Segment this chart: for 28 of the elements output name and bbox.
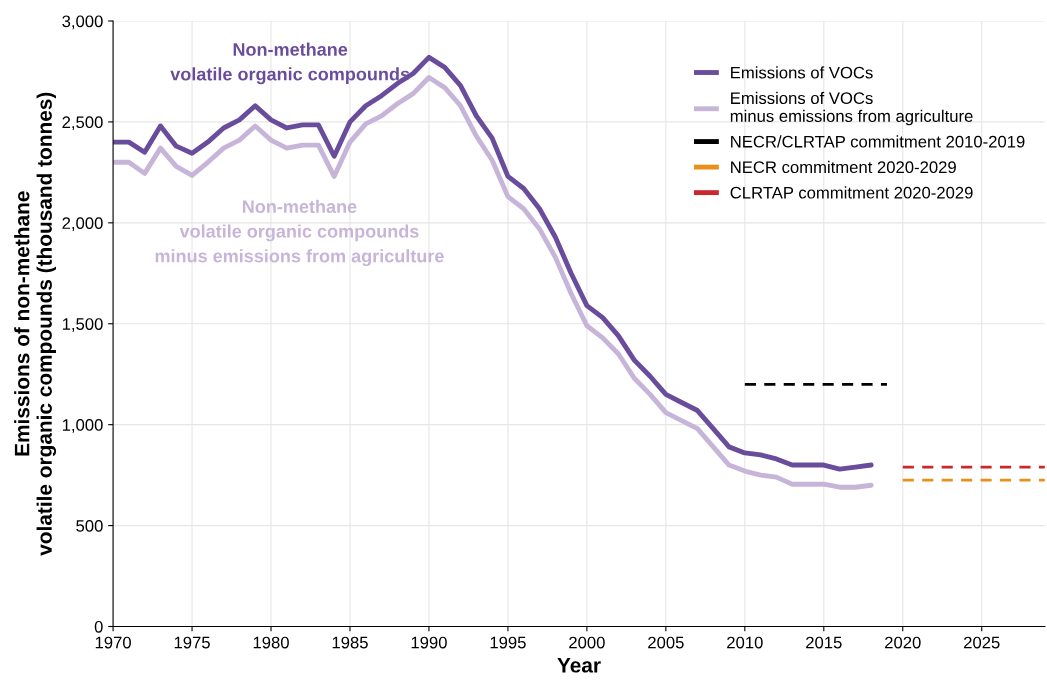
x-tick-label: 2025 (964, 636, 1000, 649)
annotation: Non-methane volatile organic compounds minus emissions from agriculture (155, 199, 444, 267)
legend-label: CLRTAP commitment 2020-2029 (730, 186, 973, 199)
x-tick-label: 1990 (411, 636, 447, 649)
y-tick-label: 2,500 (62, 116, 103, 131)
x-tick-label: 1980 (253, 636, 289, 649)
x-tick-label: 1995 (490, 636, 526, 649)
x-tick-label: 2010 (727, 636, 763, 649)
y-tick-label: 3,000 (62, 15, 103, 30)
y-tick-label: 500 (76, 519, 103, 532)
legend-label: Emissions of VOCs minus emissions from agriculture (730, 91, 973, 126)
legend-label: Emissions of VOCs (731, 66, 873, 79)
y-tick-label: 2,000 (62, 217, 103, 232)
legend-label: NECR/CLRTAP commitment 2010-2019 (731, 135, 1025, 148)
x-tick-label: 2000 (569, 636, 605, 649)
annotation: Non-methane volatile organic compounds (170, 42, 410, 85)
x-tick-label: 1975 (174, 636, 210, 649)
y-tick-label: 1,000 (62, 419, 103, 433)
x-tick-label: 1985 (332, 636, 368, 649)
x-tick-label: 2020 (885, 636, 921, 649)
legend-label: NECR commitment 2020-2029 (731, 160, 956, 174)
x-tick-label: 2005 (648, 636, 684, 649)
y-tick-label: 0 (94, 620, 103, 633)
x-tick-label: 1970 (95, 636, 131, 649)
x-axis-title: Year (557, 658, 601, 673)
y-tick-label: 1,500 (62, 318, 103, 332)
y-axis-title: Emissions of non-methane volatile organic compounds (thousand tonnes) (14, 92, 57, 556)
x-tick-label: 2015 (806, 636, 842, 649)
